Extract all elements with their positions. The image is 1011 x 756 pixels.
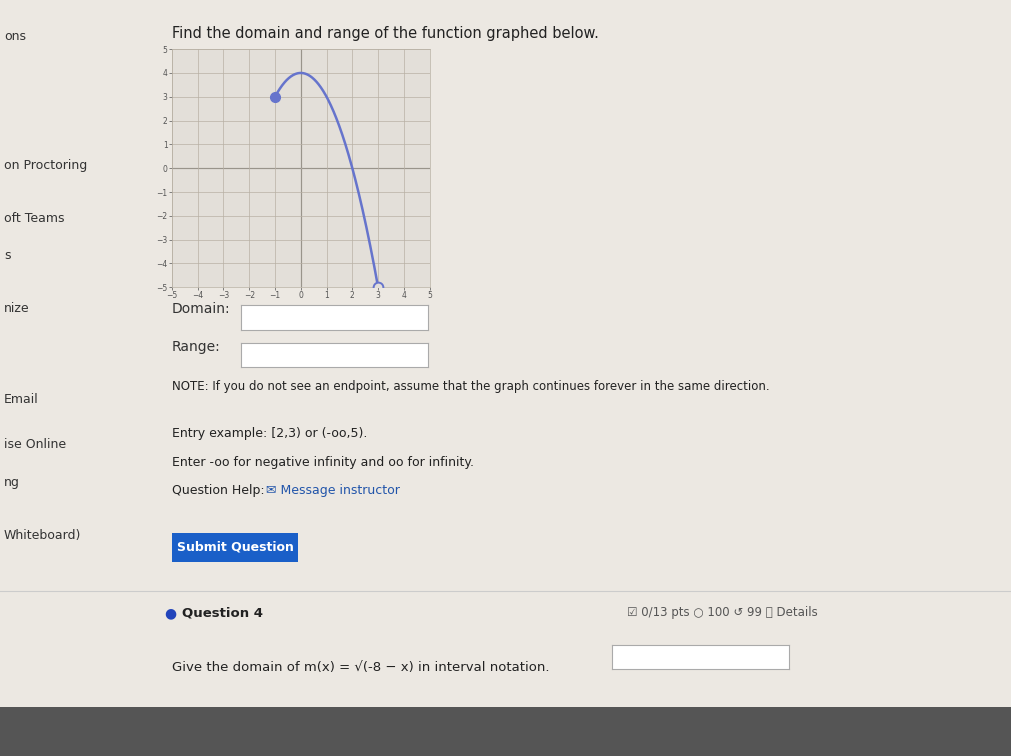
Text: Submit Question: Submit Question [177, 541, 293, 554]
Text: oft Teams: oft Teams [4, 212, 65, 225]
Text: Domain:: Domain: [172, 302, 231, 317]
Text: ☑ 0/13 pts ○ 100 ↺ 99 ⓘ Details: ☑ 0/13 pts ○ 100 ↺ 99 ⓘ Details [627, 606, 818, 619]
Text: Find the domain and range of the function graphed below.: Find the domain and range of the functio… [172, 26, 599, 42]
Text: Email: Email [4, 393, 38, 406]
Text: ng: ng [4, 476, 20, 489]
Text: s: s [4, 249, 10, 262]
Text: ise Online: ise Online [4, 438, 66, 451]
Text: Whiteboard): Whiteboard) [4, 529, 82, 542]
Text: Question Help:: Question Help: [172, 484, 269, 497]
Text: on Proctoring: on Proctoring [4, 159, 87, 172]
Text: nize: nize [4, 302, 29, 315]
Text: Give the domain of m(x) = √(-8 − x) in interval notation.: Give the domain of m(x) = √(-8 − x) in i… [172, 662, 549, 674]
Text: Enter -oo for negative infinity and oo for infinity.: Enter -oo for negative infinity and oo f… [172, 456, 474, 469]
Text: Range:: Range: [172, 340, 220, 355]
Text: ●: ● [164, 606, 176, 621]
Text: ons: ons [4, 30, 26, 43]
Text: ✉ Message instructor: ✉ Message instructor [266, 484, 399, 497]
Text: NOTE: If you do not see an endpoint, assume that the graph continues forever in : NOTE: If you do not see an endpoint, ass… [172, 380, 769, 393]
Text: Entry example: [2,3) or (-oo,5).: Entry example: [2,3) or (-oo,5). [172, 427, 367, 440]
Text: Question 4: Question 4 [182, 606, 263, 619]
